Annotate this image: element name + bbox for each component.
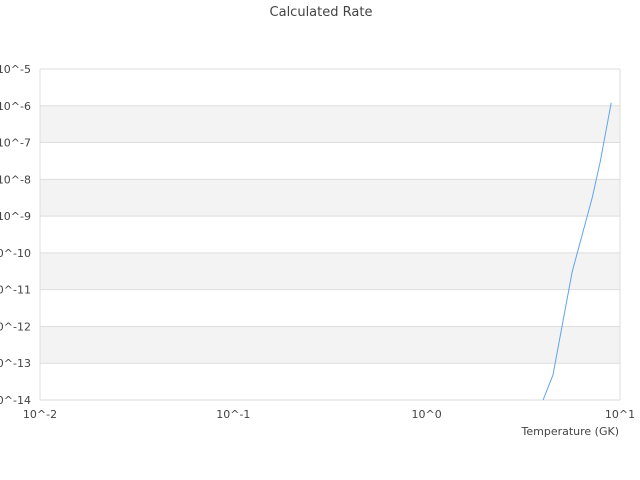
- x-tick-label: 10^-1: [216, 408, 250, 421]
- y-tick-label: 10^-6: [0, 100, 31, 113]
- x-tick-label: 10^-2: [23, 408, 57, 421]
- series-line: [542, 102, 612, 401]
- grid-band: [40, 105, 620, 143]
- chart-title: Calculated Rate: [270, 5, 373, 20]
- y-tick-label: 10^-7: [0, 137, 31, 150]
- x-tick-label: 10^0: [412, 408, 442, 421]
- y-tick-label: 10^-8: [0, 173, 31, 186]
- y-tick-label: 10^-12: [0, 320, 31, 333]
- y-tick-label: 10^-14: [0, 394, 31, 407]
- y-tick-label: 10^-13: [0, 357, 31, 370]
- x-axis-label: Temperature (GK): [521, 425, 620, 438]
- y-tick-label: 10^-5: [0, 63, 31, 76]
- grid-band: [40, 179, 620, 217]
- y-tick-label: 10^-11: [0, 284, 31, 297]
- grid-band: [40, 326, 620, 364]
- grid-band: [40, 252, 620, 290]
- y-tick-label: 10^-10: [0, 247, 31, 260]
- x-tick-label: 10^1: [605, 408, 635, 421]
- y-tick-label: 10^-9: [0, 210, 31, 223]
